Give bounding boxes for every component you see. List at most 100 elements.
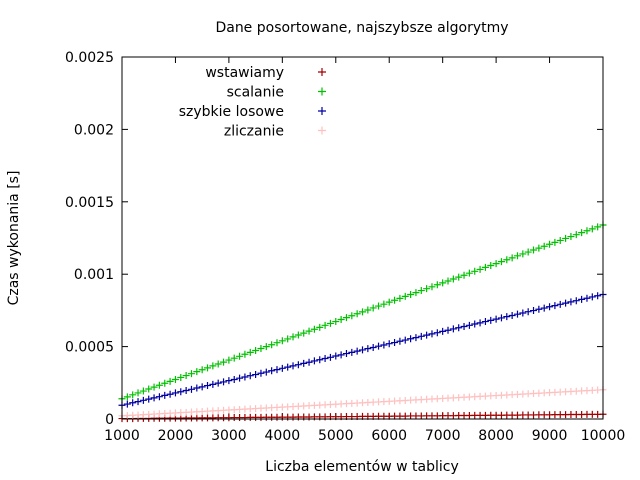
x-tick-label: 10000 (581, 428, 626, 444)
data-point (332, 352, 340, 360)
data-point (508, 254, 516, 262)
data-point (225, 356, 233, 364)
data-point (535, 244, 543, 252)
data-point (476, 265, 484, 273)
data-point (423, 331, 431, 339)
data-point (353, 347, 361, 355)
data-point (513, 310, 521, 318)
data-point (284, 363, 292, 371)
data-point (513, 252, 521, 260)
data-point (359, 346, 366, 354)
data-point (193, 384, 201, 392)
y-tick-label: 0 (105, 412, 114, 428)
data-point (337, 316, 345, 324)
data-point (407, 335, 415, 343)
data-point (471, 320, 479, 328)
data-point (481, 318, 489, 326)
data-point (321, 321, 329, 329)
data-point (236, 352, 244, 360)
data-point (289, 362, 297, 370)
data-point (439, 279, 447, 287)
data-point (177, 388, 185, 396)
data-point (155, 381, 163, 389)
data-point (556, 236, 564, 244)
data-point (171, 389, 179, 397)
data-point (278, 364, 286, 372)
data-point (380, 300, 388, 308)
data-point (460, 322, 468, 330)
data-point (433, 281, 441, 289)
data-point (278, 337, 286, 345)
data-point (348, 312, 356, 320)
data-point (262, 343, 270, 351)
data-point (385, 298, 393, 306)
data-point (508, 311, 516, 319)
data-point (273, 366, 281, 374)
data-point (305, 358, 313, 366)
data-point (551, 302, 559, 310)
data-point (359, 308, 366, 316)
data-point (316, 323, 324, 331)
data-point (476, 319, 484, 327)
data-point (139, 387, 147, 395)
data-point (567, 233, 575, 241)
data-point (123, 393, 131, 401)
x-tick-label: 5000 (318, 428, 354, 444)
legend-label: zliczanie (224, 124, 284, 140)
data-point (412, 334, 420, 342)
data-point (546, 240, 554, 248)
data-point (455, 273, 463, 281)
data-point (246, 348, 254, 356)
x-tick-label: 9000 (532, 428, 568, 444)
data-point (412, 289, 420, 297)
data-point (257, 369, 265, 377)
data-point (209, 362, 217, 370)
series-zliczanie (118, 386, 607, 420)
data-point (503, 313, 511, 321)
legend-marker (318, 68, 326, 76)
data-point (161, 379, 169, 387)
data-point (353, 310, 361, 318)
data-point (193, 368, 201, 376)
data-point (396, 337, 404, 345)
y-tick-label: 0.0025 (65, 50, 114, 66)
data-point (166, 390, 174, 398)
data-point (171, 375, 179, 383)
data-point (289, 333, 297, 341)
data-point (316, 356, 324, 364)
data-point (417, 332, 425, 340)
data-point (150, 394, 158, 402)
data-point (417, 287, 425, 295)
data-point (268, 367, 276, 375)
data-point (129, 391, 137, 399)
data-point (204, 364, 212, 372)
data-point (428, 283, 436, 291)
data-point (177, 373, 185, 381)
data-point (230, 375, 238, 383)
data-point (492, 260, 500, 268)
data-point (540, 242, 548, 250)
data-point (546, 303, 554, 311)
data-point (455, 324, 463, 332)
data-point (262, 368, 270, 376)
plot-frame (121, 56, 604, 420)
y-tick-label: 0.002 (74, 122, 114, 138)
data-point (300, 329, 308, 337)
data-point (204, 382, 212, 390)
data-point (139, 396, 147, 404)
x-tick-label: 2000 (158, 428, 194, 444)
data-point (519, 309, 527, 317)
data-point (503, 256, 511, 264)
data-point (583, 227, 591, 235)
data-point (524, 308, 532, 316)
data-point (294, 361, 302, 369)
data-point (572, 231, 580, 239)
data-point (380, 341, 388, 349)
chart-title: Dane posortowane, najszybsze algorytmy (215, 20, 508, 36)
data-point (220, 378, 228, 386)
data-point (530, 246, 538, 254)
x-tick-label: 6000 (371, 428, 407, 444)
data-point (465, 269, 473, 277)
x-tick-label: 8000 (478, 428, 514, 444)
